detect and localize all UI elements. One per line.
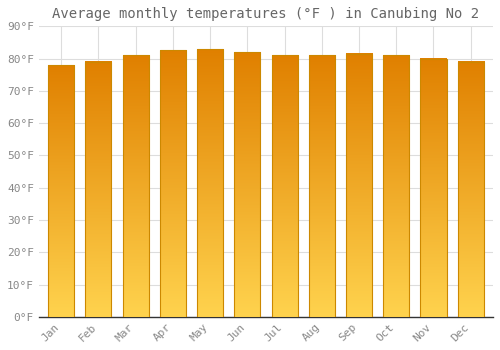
Bar bbox=[86, 62, 112, 317]
Bar bbox=[420, 58, 446, 317]
Bar bbox=[272, 55, 297, 317]
Bar bbox=[346, 54, 372, 317]
Bar bbox=[48, 65, 74, 317]
Title: Average monthly temperatures (°F ) in Canubing No 2: Average monthly temperatures (°F ) in Ca… bbox=[52, 7, 480, 21]
Bar bbox=[160, 50, 186, 317]
Bar bbox=[197, 49, 223, 317]
Bar bbox=[122, 55, 148, 317]
Bar bbox=[234, 52, 260, 317]
Bar bbox=[383, 55, 409, 317]
Bar bbox=[458, 62, 483, 317]
Bar bbox=[308, 55, 335, 317]
